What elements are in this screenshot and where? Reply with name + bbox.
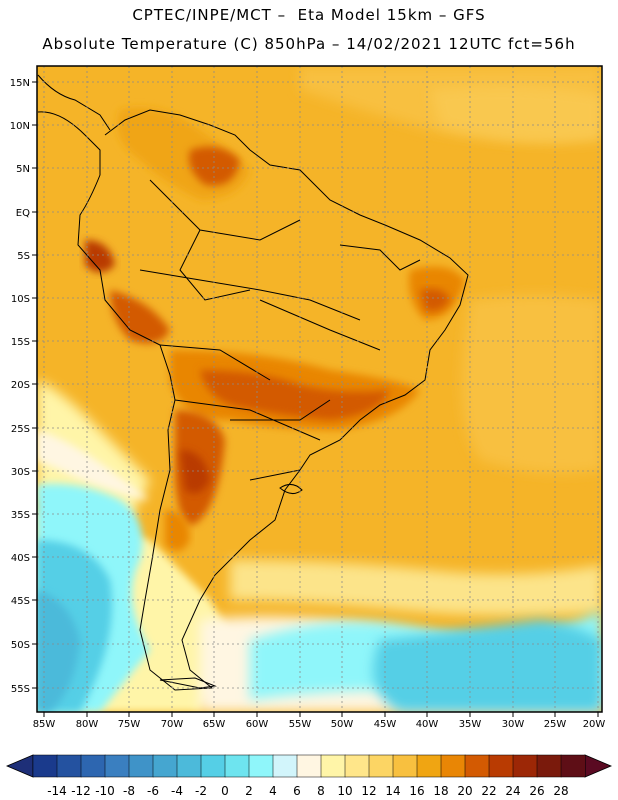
lat-label: 50S [11, 640, 30, 651]
colorbar-tick-label: 16 [409, 784, 424, 798]
south-america-coastline [37, 109, 469, 691]
colorbar-tick-label: 0 [221, 784, 229, 798]
colorbar-tick-label: -10 [95, 784, 115, 798]
colorbar-cell [200, 754, 226, 778]
lon-label: 70W [161, 719, 184, 730]
colorbar-cell [536, 754, 562, 778]
colorbar-cell [440, 754, 466, 778]
colorbar-cell [296, 754, 322, 778]
lon-label: 40W [416, 719, 439, 730]
lat-label: 30S [11, 467, 30, 478]
lon-label: 20W [583, 719, 606, 730]
colorbar-tick-label: 8 [317, 784, 325, 798]
lon-label: 30W [502, 719, 525, 730]
lat-label: 20S [11, 380, 30, 391]
lon-label: 25W [544, 719, 567, 730]
tierra-del-fuego [159, 677, 217, 689]
colorbar-tick-label: -4 [171, 784, 183, 798]
colorbar-cell [512, 754, 538, 778]
colorbar-tick-label: 14 [385, 784, 400, 798]
lon-label: 75W [118, 719, 141, 730]
colorbar-cell [416, 754, 442, 778]
colorbar-tick-label: 26 [529, 784, 544, 798]
colorbar-tick-label: 10 [337, 784, 352, 798]
lon-label: 35W [459, 719, 482, 730]
colorbar-cell [488, 754, 514, 778]
lat-label: 55S [11, 684, 30, 695]
lat-label: EQ [16, 208, 30, 219]
colorbar-tick-label: 24 [505, 784, 520, 798]
lon-label: 50W [331, 719, 354, 730]
colorbar-cell [344, 754, 370, 778]
lat-label: 15N [10, 78, 30, 89]
lon-label: 80W [76, 719, 99, 730]
colorbar-tick-label: 12 [361, 784, 376, 798]
lon-label: 65W [203, 719, 226, 730]
colorbar-max-arrow [584, 754, 613, 778]
colorbar-tick-label: -6 [147, 784, 159, 798]
colorbar-cell [152, 754, 178, 778]
colorbar-tick-label: 28 [553, 784, 568, 798]
colorbar-cell [320, 754, 346, 778]
falklands [279, 484, 303, 494]
colorbar-tick-label: -12 [71, 784, 91, 798]
latitude-labels: 15N 10N 5N EQ 5S 10S 15S 20S 25S 30S 35S… [10, 78, 30, 695]
country-borders [139, 179, 421, 481]
lat-label: 10N [10, 121, 30, 132]
lat-label: 10S [11, 294, 30, 305]
colorbar-cell [272, 754, 298, 778]
graticule [37, 66, 602, 712]
map-frame [36, 65, 603, 713]
colorbar-tick-label: 4 [269, 784, 277, 798]
colorbar-cell [224, 754, 250, 778]
lat-label: 25S [11, 424, 30, 435]
lat-label: 5N [16, 164, 30, 175]
lat-label: 15S [11, 337, 30, 348]
colorbar-tick-label: 22 [481, 784, 496, 798]
colorbar-tick-label: 2 [245, 784, 253, 798]
colorbar-cell [80, 754, 106, 778]
lon-label: 55W [289, 719, 312, 730]
colorbar-cell [560, 754, 586, 778]
central-america-coastline [37, 74, 111, 131]
colorbar-cell [464, 754, 490, 778]
color-scale-bar: -14 -12 -10 -8 -6 -4 -2 0 2 4 6 8 10 12 14 16 18 20 22 24 26… [5, 754, 613, 798]
temperature-field [37, 66, 602, 712]
lat-label: 40S [11, 553, 30, 564]
colorbar-tick-label: -8 [123, 784, 135, 798]
colorbar-cell [128, 754, 154, 778]
longitude-labels: 85W 80W 75W 70W 65W 60W 55W 50W 45W 40W … [33, 719, 606, 730]
colorbar-tick-label: 6 [293, 784, 301, 798]
colorbar-cell [392, 754, 418, 778]
lat-label: 35S [11, 510, 30, 521]
colorbar-min-arrow [5, 754, 34, 778]
lon-label: 85W [33, 719, 56, 730]
colorbar-tick-label: 18 [433, 784, 448, 798]
colorbar-tick-label: -2 [195, 784, 207, 798]
lat-label: 45S [11, 596, 30, 607]
colorbar-cell [368, 754, 394, 778]
title-line-2: Absolute Temperature (C) 850hPa – 14/02/… [42, 35, 576, 53]
colorbar-cell [176, 754, 202, 778]
title-line-1: CPTEC/INPE/MCT – Eta Model 15km – GFS [132, 6, 486, 24]
colorbar-cell [248, 754, 274, 778]
lon-label: 60W [246, 719, 269, 730]
colorbar-cell [32, 754, 58, 778]
colorbar-tick-label: -14 [47, 784, 67, 798]
colorbar-cell [104, 754, 130, 778]
colorbar-tick-label: 20 [457, 784, 472, 798]
lon-label: 45W [374, 719, 397, 730]
lat-label: 5S [17, 251, 30, 262]
colorbar-cell [56, 754, 82, 778]
coastlines [37, 74, 469, 691]
tick-marks [32, 81, 599, 717]
